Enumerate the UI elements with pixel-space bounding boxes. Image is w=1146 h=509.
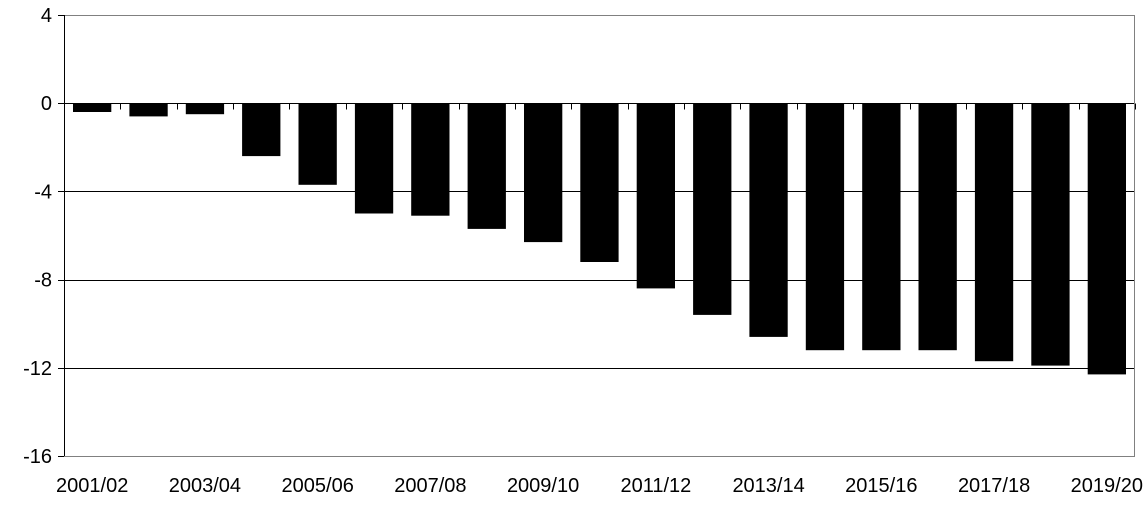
- y-tick-label: -12: [23, 358, 52, 380]
- x-tick-label: 2015/16: [845, 475, 917, 497]
- bar-2011-12: [636, 103, 675, 289]
- x-tick-label: 2007/08: [394, 475, 466, 497]
- y-tick-label: -4: [34, 181, 52, 203]
- x-tick-label: 2011/12: [620, 475, 691, 497]
- bar-2009-10: [524, 103, 563, 243]
- y-tick-label: -8: [34, 270, 52, 292]
- bar-2015-16: [862, 103, 901, 351]
- axes: [58, 15, 1136, 457]
- bar-2018-19: [1031, 103, 1070, 366]
- bar-2010-11: [580, 103, 619, 262]
- y-tick-labels: 4 0 -4 -8 -12 -16: [23, 5, 52, 468]
- bar-2013-14: [749, 103, 788, 337]
- bar-2001-02: [73, 103, 112, 112]
- x-tick-label: 2009/10: [507, 475, 579, 497]
- y-tick-label: -16: [23, 446, 52, 468]
- bar-2016-17: [918, 103, 957, 351]
- y-tick-label: 0: [41, 93, 52, 115]
- x-tick-label: 2017/18: [958, 475, 1030, 497]
- bar-2003-04: [185, 103, 225, 115]
- bar-2019-20: [1087, 103, 1126, 375]
- y-tick-label: 4: [41, 5, 52, 27]
- bar-2017-18: [974, 103, 1014, 362]
- x-tick-labels: 2001/02 2003/04 2005/06 2007/08 2009/10 2011/…: [56, 475, 1143, 497]
- bar-2014-15: [805, 103, 845, 351]
- x-tick-label: 2001/02: [56, 475, 128, 497]
- bar-2004-05: [242, 103, 281, 157]
- bar-2002-03: [129, 103, 168, 117]
- x-tick-label: 2019/20: [1071, 475, 1143, 497]
- x-tick-label: 2013/14: [732, 475, 804, 497]
- x-tick-label: 2003/04: [169, 475, 241, 497]
- bars: [73, 103, 1126, 375]
- bar-2005-06: [298, 103, 337, 185]
- x-tick-label: 2005/06: [282, 475, 354, 497]
- bar-2008-09: [467, 103, 506, 229]
- bar-2006-07: [354, 103, 394, 214]
- bar-2012-13: [693, 103, 732, 315]
- bar-2007-08: [411, 103, 450, 216]
